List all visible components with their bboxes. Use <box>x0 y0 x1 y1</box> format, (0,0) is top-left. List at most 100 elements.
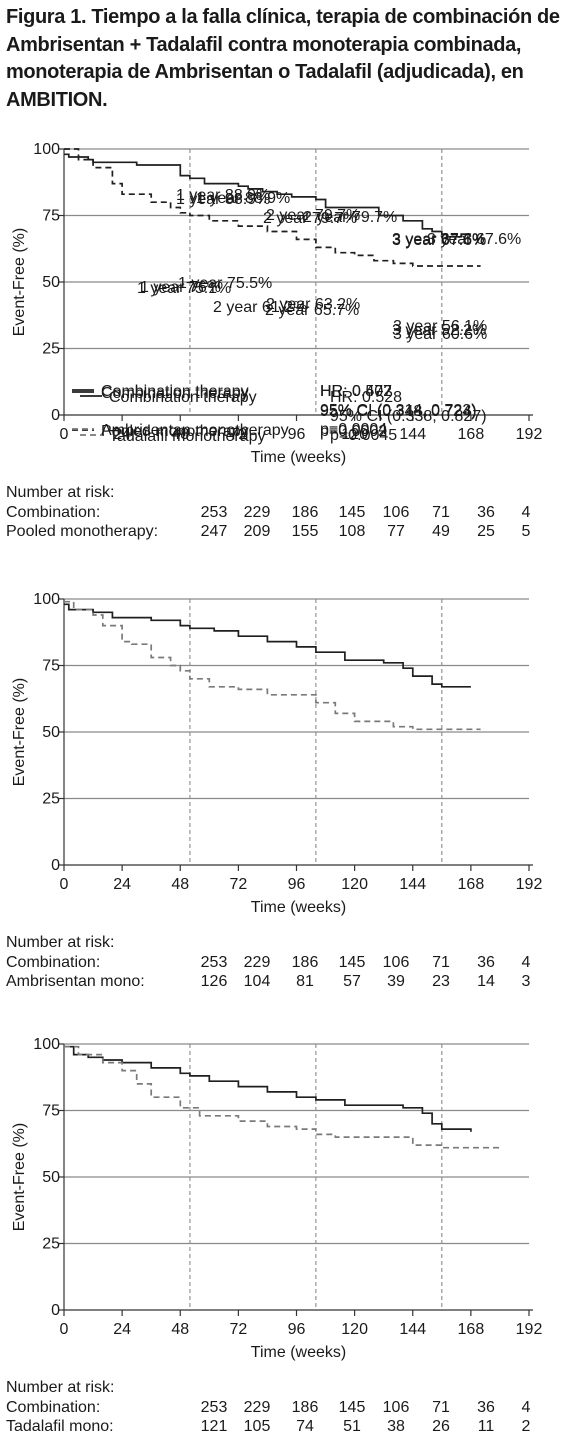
x-tick-label-96: 96 <box>288 426 306 443</box>
y-tick-label-50: 50 <box>42 1169 60 1186</box>
x-tick-label-144: 144 <box>399 876 426 893</box>
risk-row-label: Combination: <box>6 504 101 521</box>
annotation-monotherapy-year-1: 1 year 75.1% <box>137 280 231 297</box>
x-tick-label-96: 96 <box>288 876 306 893</box>
risk-row-label: Pooled monotherapy: <box>6 523 159 540</box>
stats-line-3: p=0.0004 <box>320 421 387 438</box>
x-tick-label-0: 0 <box>60 426 69 443</box>
risk-value: 186 <box>291 1399 319 1416</box>
risk-row-label: Combination: <box>6 954 101 971</box>
x-tick-label-72: 72 <box>229 876 247 893</box>
stats-line-3: p=0.0045 <box>330 427 397 444</box>
x-tick-label-96: 96 <box>288 1321 306 1338</box>
series-monotherapy-line <box>64 148 481 267</box>
risk-value: 106 <box>382 1399 410 1416</box>
annotation-monotherapy-year-3: 3 year 60.6% <box>393 326 487 343</box>
figure-title: Figura 1. Tiempo a la falla clínica, ter… <box>6 6 560 111</box>
risk-value: 4 <box>521 504 531 521</box>
annotation-combination-year-1: 1 year 88.9% <box>176 187 270 204</box>
x-tick-label-48: 48 <box>171 876 189 893</box>
risk-value: 2 <box>521 1418 531 1435</box>
series-combination-line <box>64 153 471 238</box>
stats-line-2: 95% CI (0.314, 0.723) <box>320 402 477 419</box>
annotation-combination-year-3: 3 year 67.6% <box>392 232 486 249</box>
risk-value: 4 <box>521 954 531 971</box>
risk-value: 57 <box>343 973 361 990</box>
stats-line-2: 95% CI (0.348, 0.724) <box>320 403 477 420</box>
y-axis-label: Event-Free (%) <box>11 228 28 336</box>
x-tick-label-120: 120 <box>341 876 368 893</box>
legend-label-2: Ambrisentan monotherapy <box>101 422 289 439</box>
risk-value: 36 <box>477 1399 495 1416</box>
risk-value: 145 <box>338 1399 366 1416</box>
x-tick-label-24: 24 <box>113 1321 131 1338</box>
y-axis-label: Event-Free (%) <box>11 1123 28 1231</box>
risk-value: 23 <box>432 973 450 990</box>
y-tick-label-75: 75 <box>42 1103 60 1120</box>
series-combination-line <box>64 1045 472 1132</box>
risk-value: 74 <box>296 1418 314 1435</box>
x-tick-label-144: 144 <box>399 426 426 443</box>
legend-label-1: Combination therapy <box>101 383 249 400</box>
y-tick-label-100: 100 <box>33 141 60 158</box>
risk-value: 36 <box>477 504 495 521</box>
risk-value: 105 <box>243 1418 271 1435</box>
annotation-monotherapy-year-1: 1 year 75.5% <box>178 275 272 292</box>
risk-value: 126 <box>200 973 228 990</box>
risk-value: 71 <box>432 1399 450 1416</box>
risk-value: 71 <box>432 504 450 521</box>
x-tick-label-120: 120 <box>341 1321 368 1338</box>
stats-line-2: 95% CI (0.338, 0.827) <box>330 408 487 425</box>
legend-label-2: Pooled monotherapy <box>101 423 249 440</box>
risk-value: 229 <box>243 954 271 971</box>
risk-value: 106 <box>382 954 410 971</box>
risk-value: 247 <box>200 523 228 540</box>
x-axis-label: Time (weeks) <box>251 449 346 466</box>
y-tick-label-25: 25 <box>42 1236 60 1253</box>
risk-value: 106 <box>382 504 410 521</box>
risk-table: Number at risk: Combination: 253 229 186 145 1… <box>0 933 568 1003</box>
annotation-monotherapy-year-3: 3 year 56.1% <box>393 318 487 335</box>
risk-value: 209 <box>243 523 271 540</box>
km-panel-2: 0 25 50 75 100 0 24 48 72 96 120 144 168 192 Time (wee… <box>0 191 568 1010</box>
km-panel-3: 0 25 50 75 100 0 24 48 72 96 120 144 168 192 Time (wee… <box>0 187 568 1455</box>
x-tick-label-24: 24 <box>113 876 131 893</box>
y-tick-label-0: 0 <box>51 407 60 424</box>
annotation-combination-year-1: 1 year 88.9% <box>196 190 290 207</box>
x-tick-label-120: 120 <box>341 426 368 443</box>
series-monotherapy-line <box>64 1045 500 1149</box>
risk-value: 11 <box>477 1418 495 1435</box>
risk-value: 38 <box>387 1418 405 1435</box>
x-tick-label-192: 192 <box>516 426 543 443</box>
risk-value: 14 <box>477 973 495 990</box>
legend-label-2: Tadalafil monotherapy <box>109 428 266 445</box>
y-axis-label: Event-Free (%) <box>11 678 28 786</box>
annotation-monotherapy-year-2: 2 year 65.7% <box>265 302 359 319</box>
annotation-combination-year-3: 3 year 67.6% <box>392 231 486 248</box>
x-tick-label-24: 24 <box>113 426 131 443</box>
risk-value: 145 <box>338 504 366 521</box>
risk-value: 155 <box>291 523 319 540</box>
y-tick-label-50: 50 <box>42 274 60 291</box>
y-tick-label-25: 25 <box>42 341 60 358</box>
legend-label-1: Combination therapy <box>109 389 257 406</box>
annotation-monotherapy-year-2: 2 year 63.2% <box>266 296 360 313</box>
x-tick-label-192: 192 <box>516 1321 543 1338</box>
risk-value: 71 <box>432 954 450 971</box>
annotation-monotherapy-year-2: 2 year 61.2% <box>213 299 307 316</box>
annotation-combination-year-2: 2 year 79.7% <box>263 210 357 227</box>
annotation-combination-year-3: 3 year 67.6% <box>427 231 521 248</box>
risk-value: 186 <box>291 504 319 521</box>
x-tick-label-0: 0 <box>60 1321 69 1338</box>
y-tick-label-0: 0 <box>51 1302 60 1319</box>
y-tick-label-100: 100 <box>33 591 60 608</box>
risk-table: Number at risk: Combination: 253 229 186 145 1… <box>0 483 568 553</box>
risk-row-label: Ambrisentan mono: <box>6 973 145 990</box>
x-tick-label-168: 168 <box>458 1321 485 1338</box>
x-tick-label-144: 144 <box>399 1321 426 1338</box>
annotation-monotherapy-year-3: 3 year 52.2% <box>392 322 486 339</box>
legend-label-1: Combination therapy <box>101 385 249 402</box>
series-monotherapy-line <box>64 600 481 731</box>
x-tick-label-168: 168 <box>458 876 485 893</box>
